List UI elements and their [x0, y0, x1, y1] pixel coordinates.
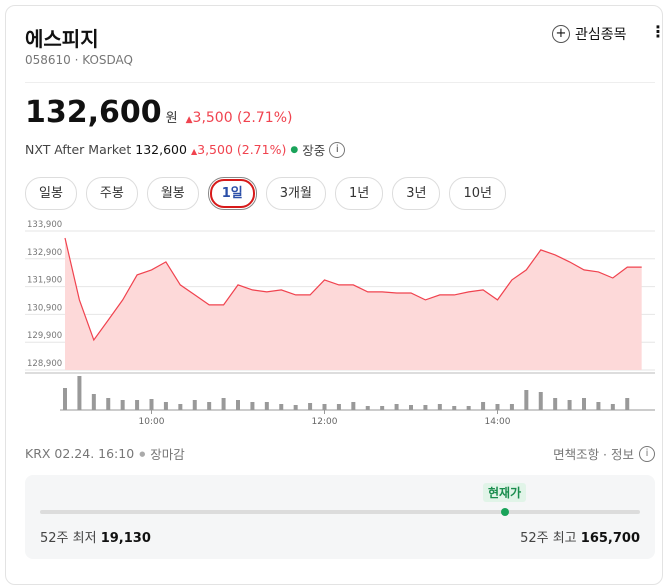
- current-badge: 현재가: [483, 483, 527, 502]
- volume-bar: [106, 398, 111, 410]
- range-track: [40, 510, 640, 514]
- volume-bar: [625, 398, 630, 410]
- current-dot: [500, 508, 509, 516]
- volume-bar: [553, 398, 558, 410]
- stock-name: 에스피지: [25, 27, 99, 51]
- nxt-row: NXT After Market 132,600 ▲3,500 (2.71%) …: [25, 140, 346, 159]
- y-tick-label: 130,900: [27, 303, 62, 313]
- price: 132,600: [25, 95, 162, 130]
- high-value: 165,700: [580, 531, 640, 546]
- stock-code: 058610 · KOSDAQ: [25, 53, 133, 67]
- volume-bar: [207, 402, 212, 410]
- high-label: 52주 최고: [520, 531, 577, 546]
- period-tab[interactable]: 3년: [392, 177, 441, 210]
- volume-bar: [495, 404, 500, 410]
- volume-bar: [308, 403, 313, 410]
- period-tab[interactable]: 1년: [334, 177, 384, 210]
- period-tab[interactable]: 월봉: [146, 177, 199, 210]
- range-box: 현재가 52주 최저 19,130 52주 최고 165,700: [25, 475, 655, 559]
- watchlist-button[interactable]: + 관심종목: [552, 24, 627, 44]
- volume-bar: [120, 400, 125, 410]
- period-tab[interactable]: 10년: [449, 177, 506, 210]
- volume-bar: [264, 402, 269, 410]
- status-dot: ●: [290, 144, 299, 155]
- volume-bar: [610, 404, 615, 410]
- volume-bar: [509, 404, 514, 410]
- volume-bar: [63, 388, 67, 410]
- y-tick-label: 133,900: [27, 220, 62, 230]
- low-label: 52주 최저: [40, 531, 97, 546]
- period-tab[interactable]: 1일: [207, 177, 257, 210]
- plus-icon: +: [552, 25, 570, 43]
- volume-bar: [77, 376, 82, 410]
- low-row: 52주 최저 19,130: [40, 527, 151, 546]
- period-tab[interactable]: 3개월: [265, 177, 326, 210]
- volume-bar: [538, 392, 543, 410]
- x-tick-label: 10:00: [139, 417, 165, 427]
- disclaimer-links[interactable]: 면책조항 · 정보: [553, 447, 634, 462]
- info-icon[interactable]: i: [639, 445, 655, 462]
- volume-bar: [409, 405, 413, 410]
- y-tick-label: 128,900: [27, 359, 62, 369]
- volume-bar: [178, 404, 183, 410]
- price-chart: 128,900 129,900 130,900 131,900 132,900 133,9…: [25, 220, 655, 427]
- volume-bar: [567, 400, 572, 410]
- nxt-status: 장중: [302, 143, 326, 158]
- volume-bar: [365, 406, 370, 410]
- volume-bar: [394, 404, 399, 410]
- page: 에스피지 058610 · KOSDAQ + 관심종목 ⋮ 132,600 원 …: [5, 5, 666, 585]
- watchlist-label: 관심종목: [575, 27, 627, 43]
- volume-bar: [221, 398, 226, 410]
- y-tick-label: 131,900: [27, 276, 62, 286]
- volume-bar: [466, 406, 471, 410]
- volume-bar: [293, 405, 298, 410]
- nxt-change: 3,500 (2.71%): [197, 142, 287, 157]
- up-arrow: ▲: [190, 147, 198, 156]
- market-status: 장마감: [150, 447, 185, 462]
- volume-bar: [380, 406, 385, 410]
- price-unit: 원: [165, 111, 178, 126]
- volume-bar: [322, 404, 327, 410]
- price-line: [64, 237, 642, 342]
- info-icon[interactable]: i: [329, 141, 346, 158]
- volume-bar: [149, 399, 154, 410]
- price-area: [65, 238, 642, 370]
- y-tick-label: 129,900: [27, 331, 62, 341]
- volume-bar: [596, 402, 601, 410]
- x-tick-label: 12:00: [312, 417, 338, 427]
- period-tabs: 일봉 주봉 월봉 1일 3개월 1년 3년 10년: [25, 177, 506, 210]
- footer-right: 면책조항 · 정보 i: [553, 444, 655, 463]
- y-tick-label: 132,900: [27, 248, 62, 258]
- volume-bar: [524, 390, 529, 410]
- volume-bar: [236, 400, 240, 410]
- low-value: 19,130: [100, 531, 151, 546]
- high-row: 52주 최고 165,700: [520, 527, 640, 546]
- nxt-label: NXT After Market: [25, 142, 132, 157]
- volume-bar: [582, 398, 586, 410]
- price-row: 132,600 원 ▲3,500 (2.71%): [25, 95, 292, 130]
- market-time: KRX 02.24. 16:10: [25, 446, 135, 461]
- volume-bar: [91, 394, 96, 410]
- up-arrow: ▲: [185, 115, 193, 125]
- volume-bar: [351, 402, 356, 410]
- footer-left: KRX 02.24. 16:10 ● 장마감: [25, 446, 185, 462]
- volume-bar: [452, 406, 457, 410]
- x-tick-label: 14:00: [485, 417, 511, 427]
- volume-bar: [135, 400, 140, 410]
- volume-bar: [250, 402, 255, 410]
- volume-bar: [437, 404, 442, 410]
- price-change: 3,500 (2.71%): [192, 110, 293, 126]
- more-menu[interactable]: ⋮: [650, 22, 666, 41]
- divider: [25, 82, 655, 83]
- nxt-price: 132,600: [135, 142, 187, 157]
- period-tab[interactable]: 일봉: [25, 177, 77, 210]
- volume-bar: [336, 404, 341, 410]
- volume-bar: [481, 402, 486, 410]
- volume-bar: [279, 404, 284, 410]
- period-tab[interactable]: 주봉: [85, 177, 138, 210]
- volume-bar: [163, 402, 168, 410]
- volume-bar: [192, 400, 197, 410]
- volume-bar: [423, 405, 428, 410]
